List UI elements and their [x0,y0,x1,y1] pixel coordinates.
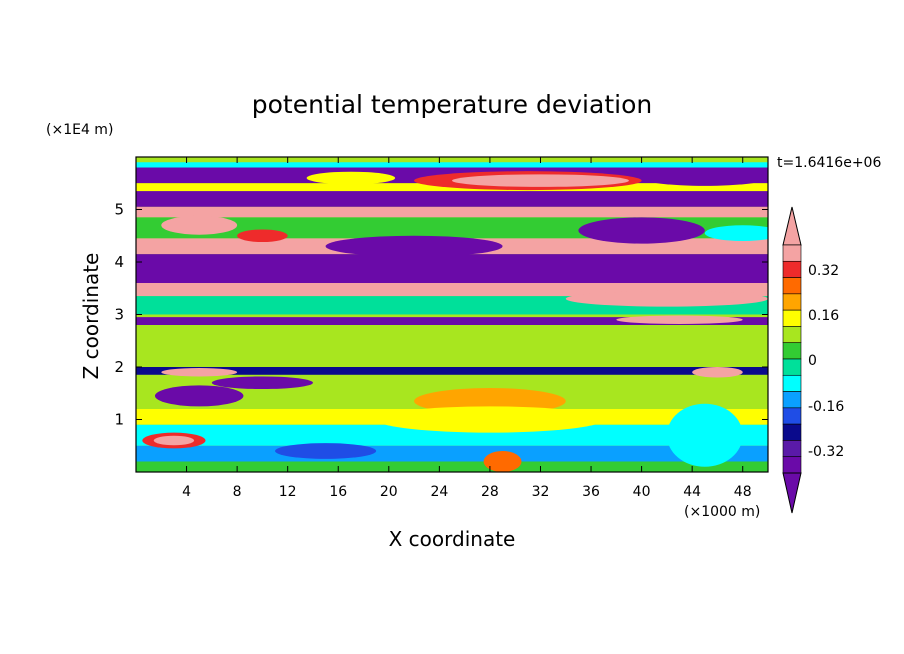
field-band [136,325,768,367]
field-blob [692,367,743,378]
field-band [136,162,768,168]
colorbar-segment [782,277,802,295]
colorbar-segment [782,260,802,278]
y-tick-label: 4 [114,253,124,271]
x-tick-label: 12 [279,484,297,500]
colorbar-segment [782,374,802,392]
field-blob [616,315,743,324]
field-blob [153,435,195,446]
field-blob [211,376,313,390]
field-blob [641,170,768,186]
y-tick-label: 2 [114,358,124,376]
y-axis-title: Z coordinate [79,253,103,380]
x-units-label: (×1000 m) [684,504,760,520]
colorbar: 0.32 0.16 0 -0.16 -0.32 [782,206,844,514]
colorbar-arrow-top [782,206,802,246]
x-tick-label: 28 [481,484,499,500]
colorbar-segment [782,423,802,441]
field-band [136,461,768,472]
colorbar-arrow-bottom [782,472,802,514]
field-blob [666,403,743,467]
field-blob [154,385,244,407]
field-band [136,254,768,283]
field-blob [325,235,503,257]
y-units-label: (×1E4 m) [46,122,113,138]
colorbar-segment [782,309,802,327]
colorbar-segment [782,440,802,458]
y-axis: 1 2 3 4 5 [114,201,768,429]
colorbar-label: 0.32 [808,263,839,279]
colorbar-segment [782,456,802,474]
field-blob [483,451,522,472]
colorbar-segment [782,358,802,376]
x-axis-title: X coordinate [389,527,516,551]
x-tick-label: 16 [329,484,347,500]
field-blob [237,229,288,243]
field-blob [275,443,377,459]
x-tick-label: 32 [532,484,550,500]
plot-area [136,157,768,472]
field-blob [704,225,768,241]
chart-title: potential temperature deviation [252,90,652,119]
x-tick-label: 8 [233,484,242,500]
x-tick-label: 4 [182,484,191,500]
field-band [136,206,768,218]
colorbar-label: -0.32 [808,444,844,460]
field-blob [161,215,238,235]
colorbar-segment [782,342,802,360]
colorbar-label: -0.16 [808,399,844,415]
colorbar-segment [782,407,802,425]
colorbar-segment [782,244,802,262]
field-blob [578,217,705,244]
field-blob [451,174,629,187]
field-blob [565,290,768,307]
colorbar-segment [782,293,802,311]
time-label: t=1.6416e+06 [777,155,881,171]
x-tick-label: 24 [430,484,448,500]
field-blob [376,406,604,433]
field-blob [306,171,396,185]
y-tick-label: 5 [114,201,124,219]
field-band [136,424,768,446]
field-band [136,317,768,325]
x-tick-label: 44 [683,484,701,500]
y-tick-label: 3 [114,306,124,324]
y-tick-label: 1 [114,411,124,429]
x-tick-label: 36 [582,484,600,500]
x-tick-label: 48 [734,484,752,500]
colorbar-segment [782,326,802,344]
field-band [136,367,768,375]
colorbar-segment [782,391,802,409]
x-axis: 4 8 12 16 20 24 28 32 36 40 44 48 [182,157,752,500]
field-blob [161,368,238,377]
colorbar-label: 0 [808,353,817,369]
x-tick-label: 40 [633,484,651,500]
colorbar-label: 0.16 [808,308,839,324]
x-tick-label: 20 [380,484,398,500]
field-band [136,191,768,207]
